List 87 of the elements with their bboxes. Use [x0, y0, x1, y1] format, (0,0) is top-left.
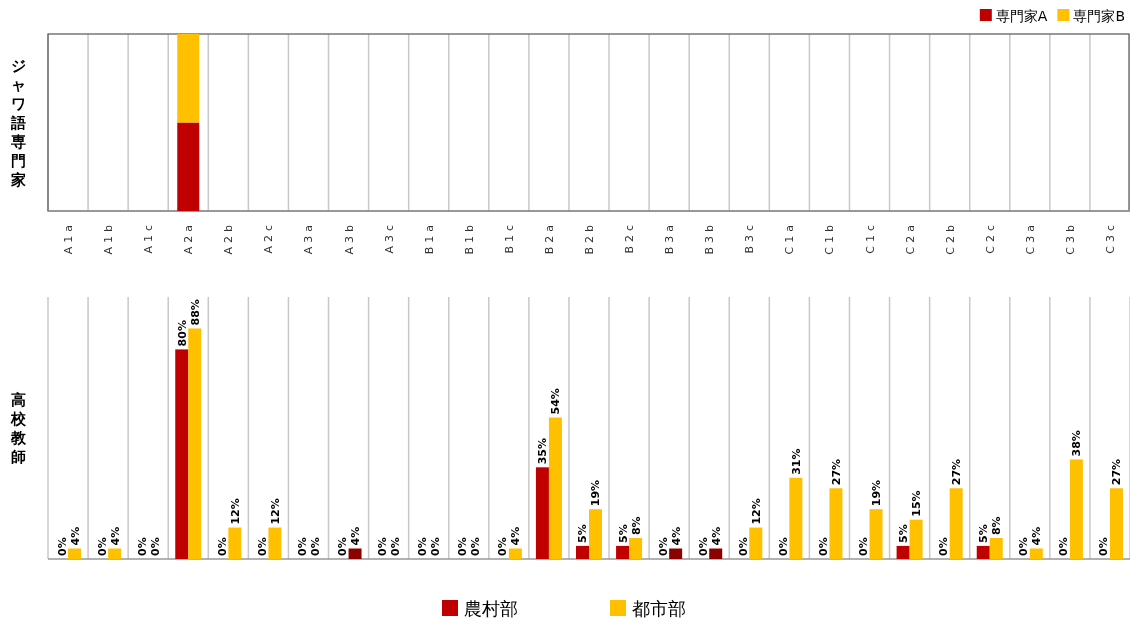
- data-label: 0%: [416, 537, 430, 556]
- x-tick-label: A3c: [382, 221, 396, 254]
- data-label: 4%: [349, 526, 363, 546]
- x-tick-label: C2b: [943, 221, 957, 255]
- data-label: 0%: [1097, 537, 1111, 556]
- data-label: 4%: [669, 526, 683, 546]
- data-label: 0%: [1017, 537, 1031, 556]
- y-axis-title: ジャワ語専門家: [9, 56, 26, 189]
- data-label: 0%: [148, 537, 162, 556]
- data-label: 88%: [188, 299, 202, 326]
- x-tick-label: A2b: [222, 221, 236, 255]
- data-label: 4%: [68, 526, 82, 546]
- x-tick-label: C1c: [863, 221, 877, 254]
- data-label: 8%: [990, 516, 1004, 536]
- x-tick-label: B3a: [663, 221, 677, 255]
- data-label: 0%: [816, 537, 830, 556]
- x-tick-label: B2c: [623, 221, 637, 254]
- data-label: 0%: [255, 537, 269, 556]
- data-label: 0%: [376, 537, 390, 556]
- data-label: 0%: [135, 537, 149, 556]
- x-tick-label: C3c: [1103, 221, 1117, 254]
- data-label: 0%: [469, 537, 483, 556]
- data-label: 8%: [629, 516, 643, 536]
- data-label: 0%: [937, 537, 951, 556]
- data-label: 0%: [1057, 537, 1071, 556]
- data-label: 5%: [576, 524, 590, 543]
- x-tick-label: C3a: [1023, 221, 1037, 255]
- data-label: 12%: [749, 498, 763, 525]
- data-label: 0%: [308, 537, 322, 556]
- x-tick-label: B1b: [462, 221, 476, 255]
- data-label: 4%: [1030, 526, 1044, 546]
- y-axis-title: 高校教師: [9, 390, 27, 466]
- data-label: 35%: [536, 437, 550, 465]
- data-label: 0%: [857, 537, 871, 556]
- data-label: 80%: [175, 320, 189, 347]
- data-label: 0%: [456, 537, 470, 556]
- x-tick-label: C3b: [1063, 221, 1077, 255]
- x-tick-label: A1b: [102, 221, 116, 255]
- data-label: 19%: [870, 479, 884, 507]
- data-label: 12%: [268, 498, 282, 525]
- data-label: 12%: [228, 498, 242, 525]
- x-tick-label: A2a: [182, 221, 196, 255]
- x-tick-label: B1a: [422, 221, 436, 255]
- data-label: 0%: [336, 537, 350, 556]
- x-tick-label: B1c: [502, 221, 516, 254]
- x-tick-label: A2c: [262, 221, 276, 254]
- x-tick-label: A3a: [302, 221, 316, 255]
- x-tick-label: A3b: [342, 221, 356, 255]
- x-tick-label: C1b: [823, 221, 837, 255]
- legend-label: 専門家A: [995, 8, 1048, 24]
- data-label: 4%: [108, 526, 122, 546]
- x-tick-label: A1c: [142, 221, 156, 254]
- x-tick-label: B2a: [542, 221, 556, 255]
- data-label: 54%: [549, 388, 563, 415]
- legend-label: 都市部: [632, 598, 686, 619]
- data-label: 0%: [656, 537, 670, 556]
- data-label: 27%: [829, 458, 843, 486]
- data-label: 5%: [897, 524, 911, 543]
- x-tick-label: C2c: [983, 221, 997, 254]
- x-tick-label: B2b: [583, 221, 596, 255]
- data-label: 4%: [709, 526, 723, 546]
- data-label: 5%: [977, 524, 991, 543]
- x-tick-label: B3c: [743, 221, 757, 254]
- data-label: 0%: [295, 537, 309, 556]
- data-label: 0%: [215, 537, 229, 556]
- x-tick-label: C2a: [903, 221, 917, 255]
- data-label: 38%: [1070, 430, 1084, 457]
- data-label: 27%: [1110, 458, 1124, 486]
- x-tick-label: A1a: [62, 221, 76, 255]
- data-label: 27%: [950, 458, 964, 486]
- data-label: 0%: [696, 537, 710, 556]
- legend-label: 専門家B: [1073, 8, 1125, 24]
- data-label: 0%: [95, 537, 109, 556]
- x-tick-label: C1a: [783, 221, 797, 255]
- data-label: 0%: [496, 537, 510, 556]
- data-label: 4%: [509, 526, 523, 546]
- data-label: 15%: [910, 490, 924, 517]
- data-label: 5%: [616, 524, 630, 543]
- data-label: 31%: [789, 448, 803, 475]
- data-label: 0%: [776, 537, 790, 556]
- data-label: 0%: [736, 537, 750, 556]
- data-label: 19%: [589, 479, 603, 507]
- x-tick-label: B3b: [703, 221, 717, 255]
- data-label: 0%: [55, 537, 69, 556]
- data-label: 0%: [429, 537, 443, 556]
- data-label: 0%: [389, 537, 403, 556]
- legend-label: 農村部: [464, 598, 518, 619]
